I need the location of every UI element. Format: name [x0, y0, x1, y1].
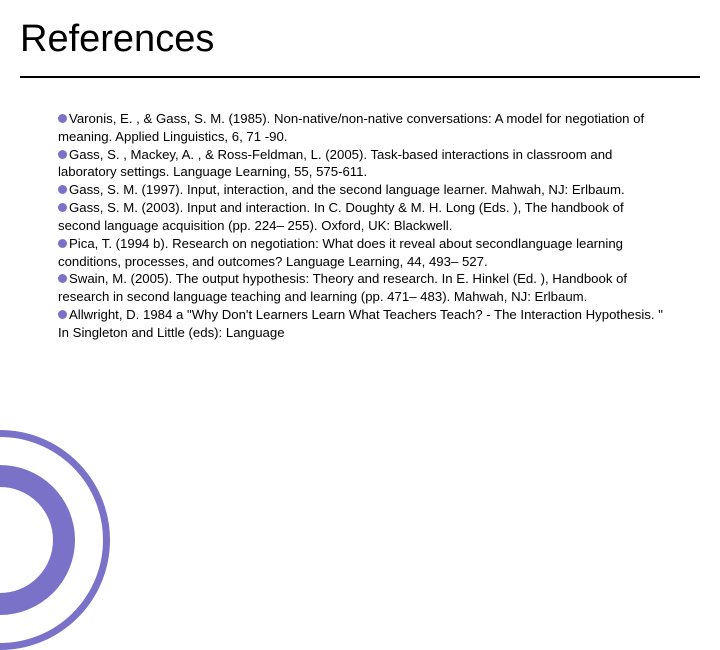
- reference-text: Varonis, E. , & Gass, S. M. (1985). Non-…: [58, 111, 644, 144]
- title-divider: [20, 76, 700, 78]
- reference-text: Gass, S. , Mackey, A. , & Ross-Feldman, …: [58, 147, 612, 180]
- bullet-icon: [58, 185, 67, 194]
- bullet-icon: [58, 274, 67, 283]
- reference-text: Gass, S. M. (1997). Input, interaction, …: [69, 182, 625, 197]
- reference-item: Allwright, D. 1984 a "Why Don't Learners…: [58, 306, 668, 342]
- bullet-icon: [58, 239, 67, 248]
- reference-item: Varonis, E. , & Gass, S. M. (1985). Non-…: [58, 110, 668, 146]
- reference-item: Swain, M. (2005). The output hypothesis:…: [58, 270, 668, 306]
- bullet-icon: [58, 114, 67, 123]
- reference-text: Gass, S. M. (2003). Input and interactio…: [58, 200, 624, 233]
- reference-item: Gass, S. M. (2003). Input and interactio…: [58, 199, 668, 235]
- reference-item: Pica, T. (1994 b). Research on negotiati…: [58, 235, 668, 271]
- references-list: Varonis, E. , & Gass, S. M. (1985). Non-…: [58, 110, 668, 342]
- reference-text: Allwright, D. 1984 a "Why Don't Learners…: [58, 307, 663, 340]
- reference-item: Gass, S. , Mackey, A. , & Ross-Feldman, …: [58, 146, 668, 182]
- page-title: References: [20, 18, 214, 61]
- reference-text: Swain, M. (2005). The output hypothesis:…: [58, 271, 627, 304]
- bullet-icon: [58, 310, 67, 319]
- bullet-icon: [58, 150, 67, 159]
- bullet-icon: [58, 203, 67, 212]
- reference-item: Gass, S. M. (1997). Input, interaction, …: [58, 181, 668, 199]
- slide: References Varonis, E. , & Gass, S. M. (…: [0, 0, 720, 540]
- reference-text: Pica, T. (1994 b). Research on negotiati…: [58, 236, 623, 269]
